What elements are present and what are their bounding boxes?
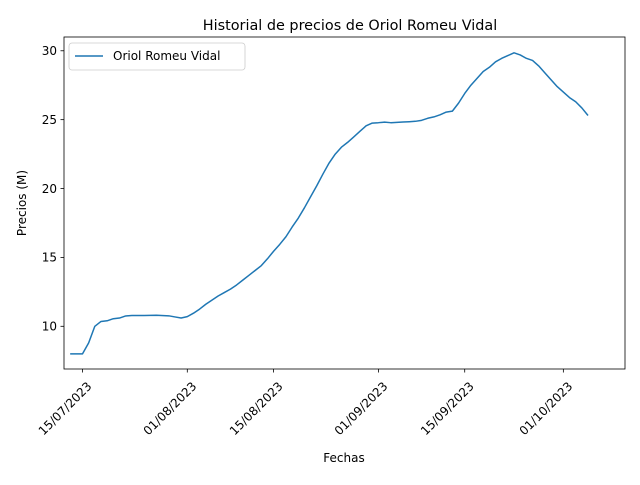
y-tick-label: 20 xyxy=(42,182,57,196)
axes-frame xyxy=(63,36,626,370)
legend: Oriol Romeu Vidal xyxy=(68,42,246,71)
x-tick-label: 15/09/2023 xyxy=(418,379,477,438)
y-tick-label: 25 xyxy=(42,113,57,127)
x-tick-label: 01/09/2023 xyxy=(332,379,391,438)
chart-title: Historial de precios de Oriol Romeu Vida… xyxy=(203,18,497,34)
y-tick-label: 10 xyxy=(42,320,57,334)
series-line-0 xyxy=(70,52,589,355)
y-axis-title: Precios (M) xyxy=(15,170,29,236)
y-axis-ticks: 10 15 20 25 30 xyxy=(42,44,64,334)
legend-label: Oriol Romeu Vidal xyxy=(113,49,220,63)
y-tick-label: 15 xyxy=(42,251,57,265)
plot-area xyxy=(70,52,589,355)
legend-box xyxy=(68,42,246,71)
x-tick-label: 01/10/2023 xyxy=(517,379,576,438)
x-tick-label: 15/07/2023 xyxy=(36,379,95,438)
x-axis-ticks: 15/07/2023 01/08/2023 15/08/2023 01/09/2023… xyxy=(36,369,576,438)
x-axis-title: Fechas xyxy=(323,451,364,465)
y-tick-label: 30 xyxy=(42,44,57,58)
x-tick-label: 01/08/2023 xyxy=(141,379,200,438)
x-tick-label: 15/08/2023 xyxy=(227,379,286,438)
